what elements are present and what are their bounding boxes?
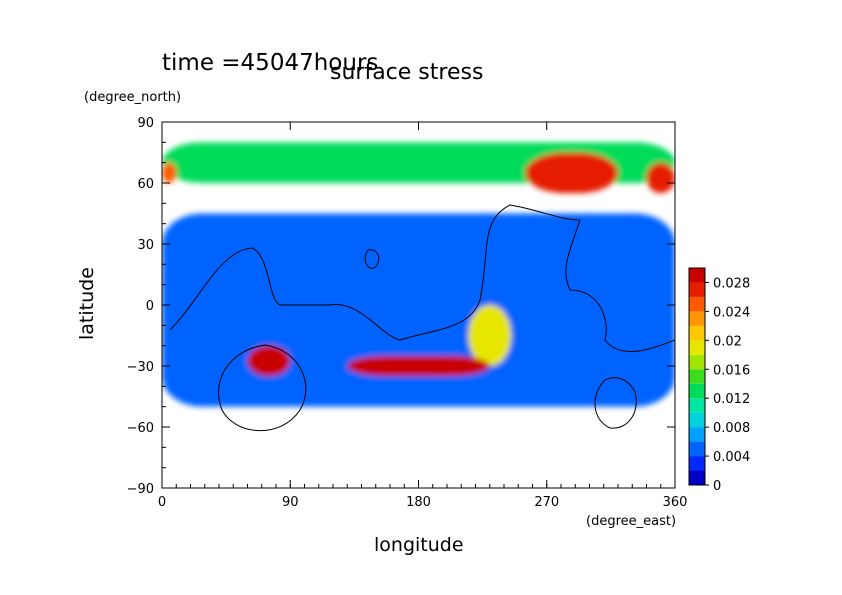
colorbar-swatch	[689, 325, 705, 341]
x-tick-label: 180	[406, 495, 431, 510]
colorbar-swatch	[689, 282, 705, 297]
y-tick-label: 30	[137, 238, 154, 253]
colorbar: 0 0.004 0.008 0.012 0.016 0.02 0.024 0.028	[688, 267, 750, 494]
stress-field	[162, 142, 675, 432]
colorbar-swatch	[689, 383, 705, 399]
colorbar-tick-label: 0.004	[713, 450, 750, 465]
coastline-south	[218, 344, 307, 432]
x-tick-label: 360	[663, 495, 688, 510]
x-axis-label: longitude	[374, 534, 464, 556]
colorbar-tick-label: 0.008	[713, 421, 750, 436]
time-label: time =45047hours	[162, 50, 379, 76]
colorbar-tick-label: 0.016	[713, 363, 750, 378]
y-tick-label: 0	[146, 299, 154, 314]
stress-region	[646, 162, 675, 194]
colorbar-swatch	[689, 296, 705, 312]
colorbar-swatch	[689, 412, 705, 428]
x-tick-label: 270	[534, 495, 559, 510]
stress-region	[162, 162, 177, 183]
y-axis-unit: (degree_north)	[84, 90, 182, 105]
colorbar-swatch	[689, 441, 705, 457]
colorbar-swatch	[689, 398, 705, 413]
stress-region	[468, 305, 512, 366]
coastline	[169, 204, 675, 353]
stress-region	[162, 213, 675, 407]
y-tick-label: 90	[137, 116, 154, 131]
x-axis-unit: (degree_east)	[586, 514, 677, 529]
colorbar-swatch	[689, 470, 705, 485]
y-tick-label: −60	[127, 421, 154, 436]
stress-region	[347, 355, 490, 377]
colorbar-tick-label: 0.028	[713, 276, 750, 291]
x-tick-label: 90	[282, 495, 299, 510]
colorbar-swatch	[689, 369, 705, 384]
colorbar-tick-label: 0.012	[713, 392, 750, 407]
colorbar-swatch	[689, 268, 705, 283]
y-tick-label: 60	[137, 177, 154, 192]
axes: 0 90 180 270 360 −90 −60 −30 0 30 60 90	[127, 116, 688, 510]
chart-title: surface stress	[330, 60, 484, 85]
colorbar-swatch	[689, 311, 705, 326]
colorbar-tick-label: 0.02	[713, 334, 742, 349]
coastline-small	[364, 249, 380, 269]
colorbar-tick-label: 0.024	[713, 305, 750, 320]
stress-region	[247, 345, 291, 377]
stress-region	[525, 152, 618, 194]
y-tick-label: −90	[127, 482, 154, 497]
y-tick-label: −30	[127, 360, 154, 375]
x-tick-label: 0	[158, 495, 166, 510]
coastline-island	[594, 377, 637, 429]
colorbar-swatch	[689, 456, 705, 471]
colorbar-swatch	[689, 427, 705, 442]
colorbar-tick-label: 0	[713, 479, 721, 494]
colorbar-frame	[688, 267, 706, 486]
colorbar-swatch	[689, 340, 705, 355]
colorbar-swatch	[689, 354, 705, 370]
